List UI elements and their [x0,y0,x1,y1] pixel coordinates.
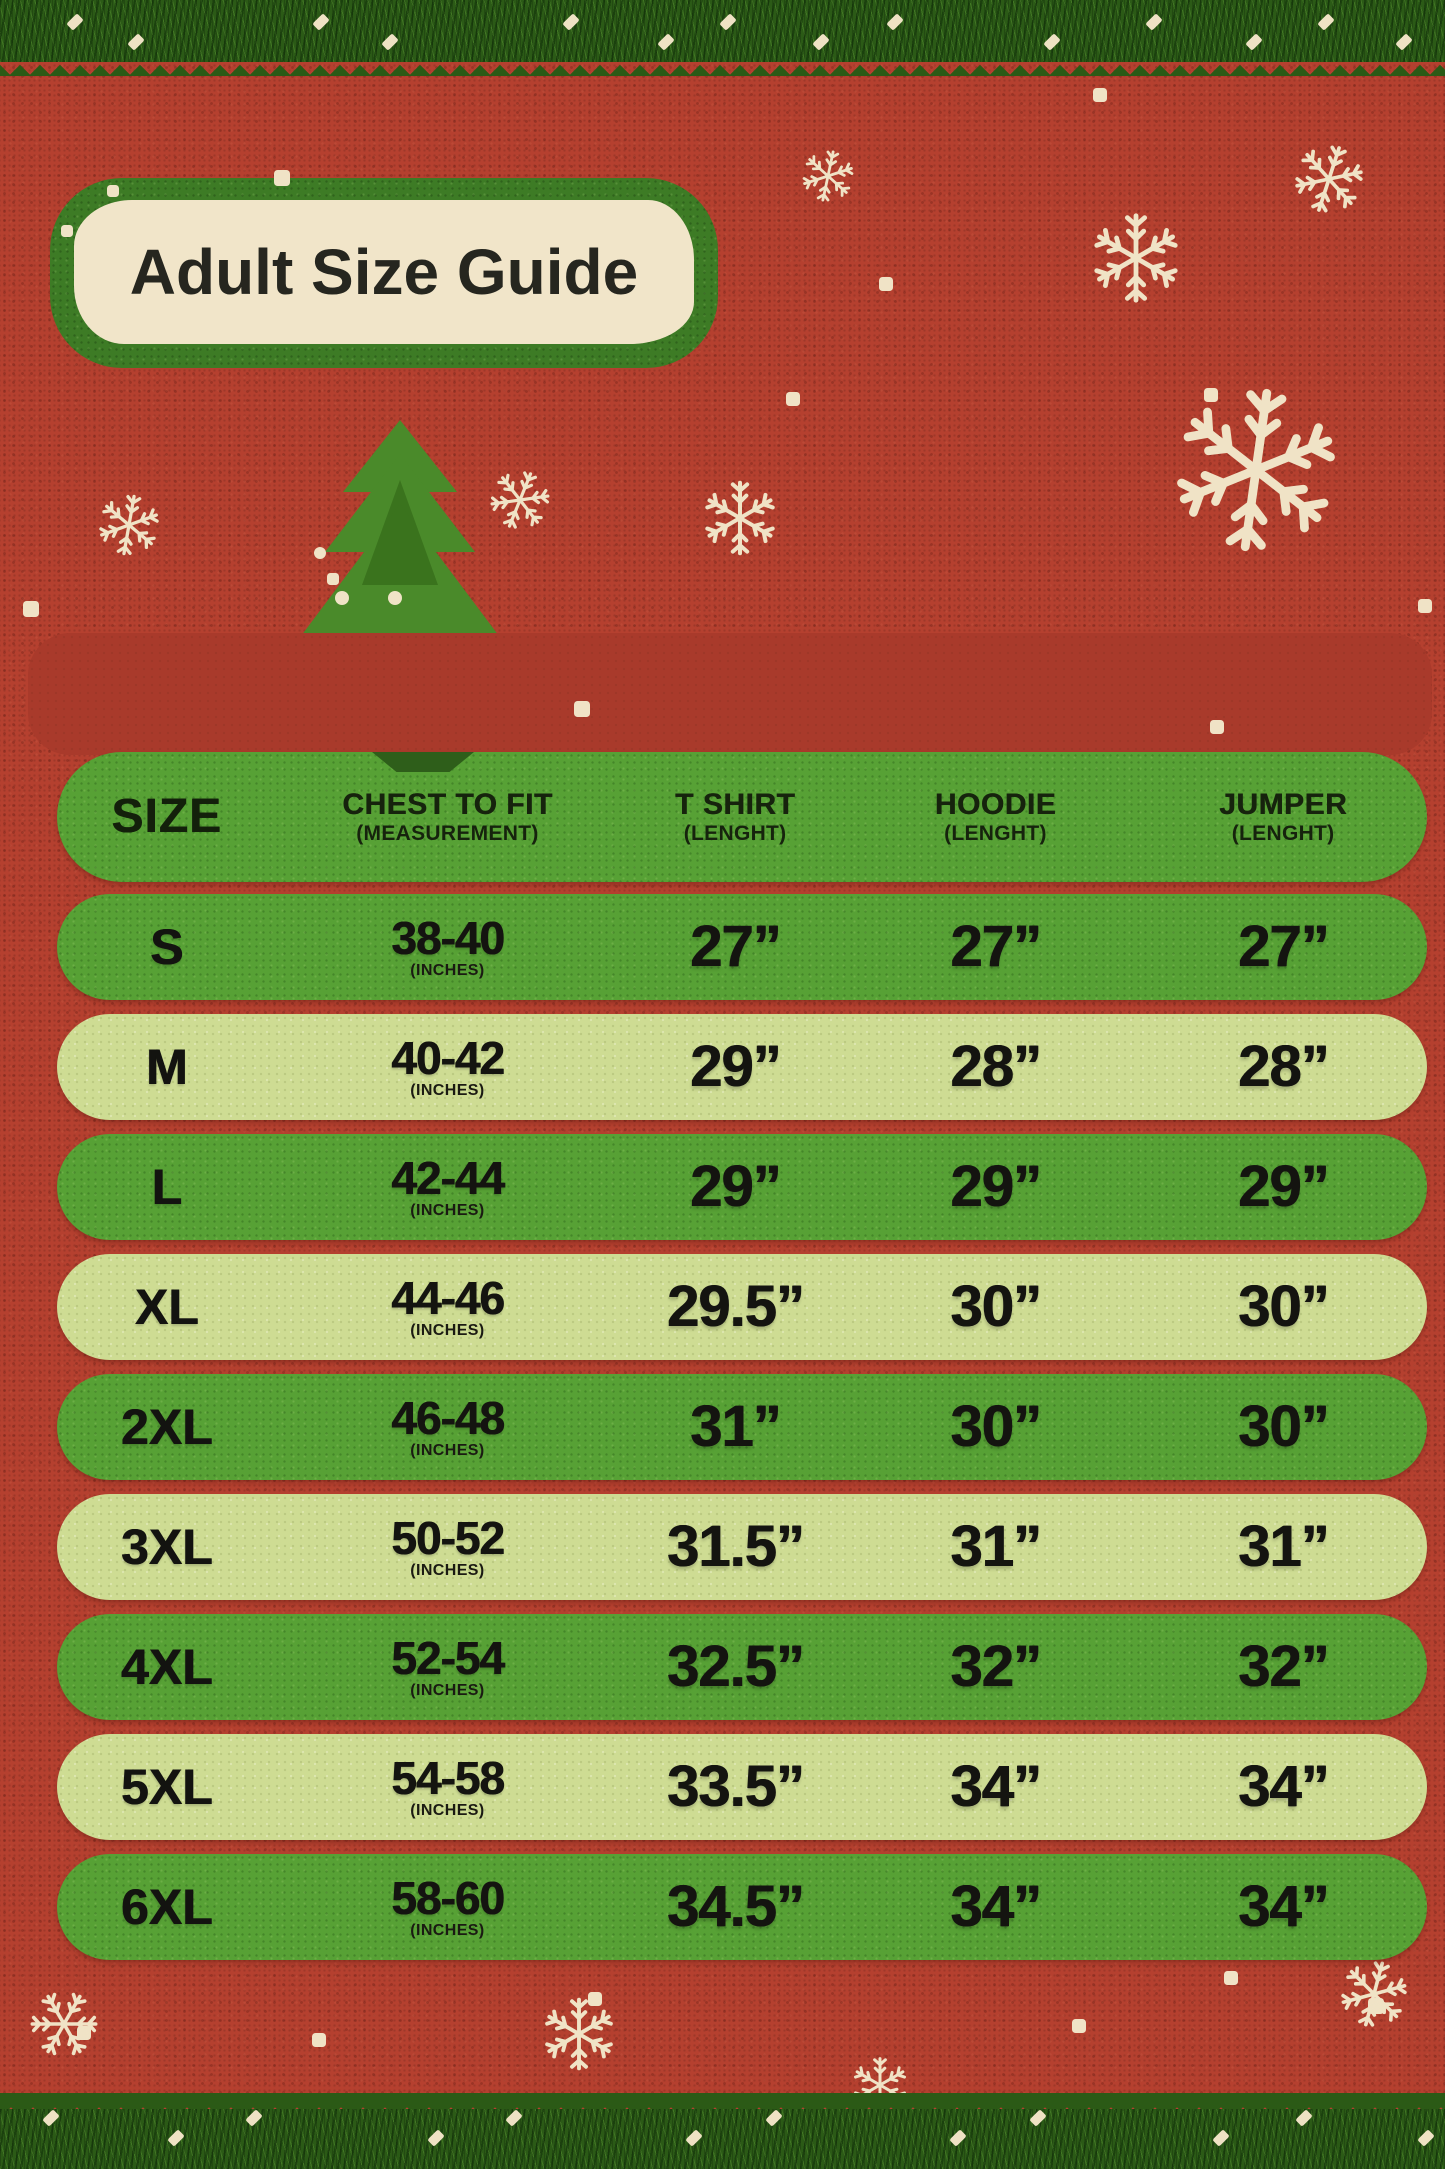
unit-note: (INCHES) [410,1322,485,1340]
table-row: 4XL 52-54 (INCHES) 32.5” 32” 32” [57,1614,1427,1720]
jumper-length: 27” [1237,913,1330,979]
unit-note: (INCHES) [410,1082,485,1100]
unit-note: (INCHES) [410,1802,485,1820]
size-value: 6XL [120,1878,213,1935]
header-tshirt: T SHIRT (LENGHT) [675,787,796,846]
pine-garland-top [0,0,1445,76]
size-value: 5XL [120,1758,213,1815]
chest-value: 54-58 [391,1751,505,1804]
size-value: 3XL [120,1518,213,1575]
table-row: 2XL 46-48 (INCHES) 31” 30” 30” [57,1374,1427,1480]
chest-value: 50-52 [391,1511,505,1564]
chest-value: 46-48 [391,1391,505,1444]
jumper-length: 32” [1237,1633,1330,1699]
page-title: Adult Size Guide [129,236,639,308]
size-table: SIZE CHEST TO FIT (MEASUREMENT) T SHIRT … [57,752,1427,1960]
size-value: XL [134,1278,199,1335]
tshirt-length: 29.5” [666,1273,805,1339]
unit-note: (INCHES) [410,1202,485,1220]
tshirt-length: 31.5” [666,1513,805,1579]
header-hoodie: HOODIE (LENGHT) [934,787,1057,846]
jumper-length: 29” [1237,1153,1330,1219]
pine-garland-bottom [0,2093,1445,2169]
header-chest: CHEST TO FIT (MEASUREMENT) [342,787,553,846]
title-badge-snow: Adult Size Guide [74,200,694,344]
unit-note: (INCHES) [410,1922,485,1940]
tshirt-length: 34.5” [666,1873,805,1939]
snowflake-icon [15,1975,113,2073]
jumper-length: 34” [1237,1753,1330,1819]
header-size: SIZE [57,789,276,843]
table-row: L 42-44 (INCHES) 29” 29” 29” [57,1134,1427,1240]
unit-note: (INCHES) [410,1682,485,1700]
tshirt-length: 27” [689,913,782,979]
hoodie-length: 31” [950,1513,1042,1579]
tshirt-length: 32.5” [666,1633,805,1699]
snowflake-icon [1157,371,1356,570]
table-row: 3XL 50-52 (INCHES) 31.5” 31” 31” [57,1494,1427,1600]
snow-dots [0,0,2,2]
tshirt-length: 31” [689,1393,782,1459]
hoodie-length: 30” [950,1393,1042,1459]
snowflake-icon [1088,210,1184,306]
hoodie-length: 34” [950,1873,1042,1939]
unit-note: (INCHES) [410,1562,485,1580]
jumper-length: 30” [1237,1273,1330,1339]
snowflake-icon [91,487,167,563]
tree-trunk-peek [372,752,474,772]
hoodie-length: 27” [950,913,1042,979]
unit-note: (INCHES) [410,1442,485,1460]
hoodie-length: 28” [950,1033,1042,1099]
header-size-label: SIZE [111,789,222,843]
table-row: 6XL 58-60 (INCHES) 34.5” 34” 34” [57,1854,1427,1960]
size-value: M [145,1038,188,1095]
table-header-row: SIZE CHEST TO FIT (MEASUREMENT) T SHIRT … [57,752,1427,882]
table-row: 5XL 54-58 (INCHES) 33.5” 34” 34” [57,1734,1427,1840]
chest-value: 40-42 [391,1031,505,1084]
header-jumper: JUMPER (LENGHT) [1219,787,1348,846]
chest-value: 38-40 [391,911,505,964]
unit-note: (INCHES) [410,962,485,980]
christmas-tree-icon [298,420,502,640]
hoodie-length: 34” [950,1753,1042,1819]
size-value: S [149,918,184,975]
chest-value: 52-54 [391,1631,505,1684]
tshirt-length: 29” [689,1033,782,1099]
jumper-length: 31” [1237,1513,1330,1579]
size-value: 4XL [120,1638,213,1695]
table-row: S 38-40 (INCHES) 27” 27” 27” [57,894,1427,1000]
size-value: L [151,1158,182,1215]
tshirt-length: 33.5” [666,1753,805,1819]
tshirt-length: 29” [689,1153,782,1219]
hoodie-length: 29” [950,1153,1042,1219]
blank-red-banner [28,633,1432,755]
snowflake-icon [1330,1950,1418,2038]
chest-value: 42-44 [391,1151,505,1204]
chest-value: 44-46 [391,1271,505,1324]
jumper-length: 28” [1237,1033,1330,1099]
chest-value: 58-60 [391,1871,505,1924]
snowflake-icon [700,478,780,558]
jumper-length: 34” [1237,1873,1330,1939]
table-row: M 40-42 (INCHES) 29” 28” 28” [57,1014,1427,1120]
size-value: 2XL [120,1398,213,1455]
hoodie-length: 30” [950,1273,1042,1339]
title-badge: Adult Size Guide [50,178,718,368]
snowflake-icon [1282,132,1375,225]
hoodie-length: 32” [950,1633,1042,1699]
jumper-length: 30” [1237,1393,1330,1459]
snowflake-icon [540,1995,618,2073]
snowflake-icon [795,143,861,209]
table-row: XL 44-46 (INCHES) 29.5” 30” 30” [57,1254,1427,1360]
